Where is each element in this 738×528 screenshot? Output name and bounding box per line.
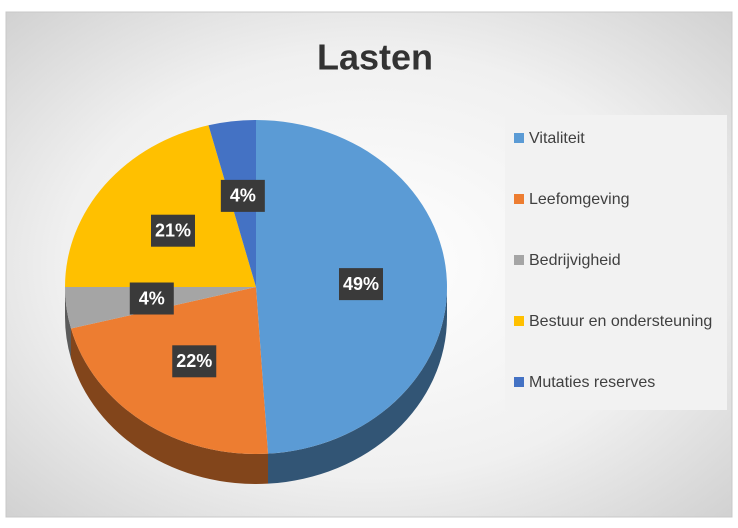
data-label-box xyxy=(338,268,383,301)
legend-swatch xyxy=(514,133,524,143)
slice-side xyxy=(267,287,447,484)
slice-side xyxy=(71,328,268,484)
data-label: 4% xyxy=(139,288,165,308)
pie: 49% 22% 4% 21% 4% xyxy=(65,120,448,484)
slice-side xyxy=(65,287,72,359)
legend-swatch xyxy=(514,255,524,265)
data-label-box xyxy=(150,214,195,247)
slice xyxy=(65,125,256,287)
legend-swatch xyxy=(514,377,524,387)
legend-label: Bestuur en ondersteuning xyxy=(529,313,712,330)
legend-label: Leefomgeving xyxy=(529,191,630,208)
data-label: 49% xyxy=(343,274,379,294)
chart-title: Lasten xyxy=(317,37,433,78)
data-label-box xyxy=(129,282,174,315)
legend-box xyxy=(505,115,727,410)
slice xyxy=(71,287,268,454)
legend-swatch xyxy=(514,194,524,204)
legend-label: Vitaliteit xyxy=(529,130,585,147)
data-label: 4% xyxy=(230,186,256,206)
data-label-box xyxy=(220,179,265,212)
legend-label: Bedrijvigheid xyxy=(529,252,621,269)
data-label: 21% xyxy=(155,220,191,240)
legend-swatch xyxy=(514,316,524,326)
data-label-box xyxy=(172,345,217,378)
data-label: 22% xyxy=(176,351,212,371)
legend-label: Mutaties reserves xyxy=(529,374,655,391)
